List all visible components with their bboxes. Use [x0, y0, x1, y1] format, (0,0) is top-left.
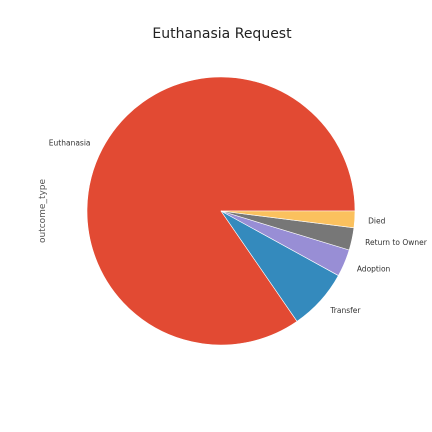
pie-slice-died	[220, 210, 356, 229]
pie-labels: Euthanasia Transfer Adoption Return to Owne…	[49, 138, 428, 314]
pie-label-return-to-owner: Return to Owner	[365, 238, 428, 247]
pie-label-transfer: Transfer	[329, 306, 361, 315]
pie-label-adoption: Adoption	[357, 264, 391, 273]
pie-label-died: Died	[368, 216, 385, 225]
pie-label-euthanasia: Euthanasia	[49, 138, 91, 147]
chart-title: Euthanasia Request	[152, 26, 292, 42]
pie-slices	[86, 76, 356, 346]
y-axis-label: outcome_type	[38, 178, 48, 243]
